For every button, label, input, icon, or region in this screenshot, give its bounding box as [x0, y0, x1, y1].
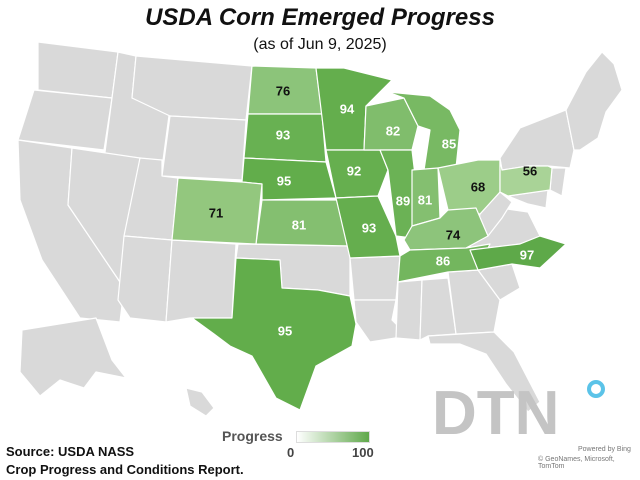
state-ar [349, 255, 401, 301]
dtn-logo-text: DTN [432, 379, 559, 442]
state-ak [19, 317, 127, 397]
value-label-mn: 94 [340, 101, 355, 116]
state-wy [161, 115, 247, 181]
source-line-1: Source: USDA NASS [6, 444, 135, 459]
source-line-2: Crop Progress and Conditions Report. [6, 462, 244, 477]
state-nc [469, 235, 567, 271]
value-label-mo: 93 [362, 220, 376, 235]
legend-min-label: 0 [287, 445, 295, 460]
legend-max-label: 100 [352, 445, 374, 460]
credit-attribution: © GeoNames, Microsoft, TomTom [538, 456, 615, 470]
legend-title: Progress [222, 428, 283, 444]
value-label-ky: 74 [446, 227, 461, 242]
value-label-il: 89 [396, 193, 410, 208]
data-states [171, 65, 567, 411]
state-ms [395, 279, 423, 341]
state-tx [191, 257, 357, 411]
map-subtitle: (as of Jun 9, 2025) [253, 36, 387, 53]
state-nm [165, 239, 237, 323]
state-or [17, 89, 113, 151]
state-fl [427, 331, 541, 413]
no-data-states [17, 41, 623, 417]
dtn-logo-dot-icon [587, 380, 605, 398]
state-ny [499, 109, 575, 171]
value-label-ks: 81 [292, 217, 306, 232]
value-label-ia: 92 [347, 163, 361, 178]
state-pa [499, 159, 553, 197]
state-mo [335, 195, 401, 259]
value-label-tn: 86 [436, 253, 450, 268]
dtn-logo: DTN [432, 379, 605, 442]
value-label-sd: 93 [276, 127, 290, 142]
state-co [171, 177, 263, 245]
map-title: USDA Corn Emerged Progress [145, 4, 495, 31]
state-value-labels: 76 93 95 81 71 95 94 92 93 82 89 85 81 6… [209, 83, 537, 338]
value-label-nc: 97 [520, 247, 534, 262]
value-label-in: 81 [418, 192, 432, 207]
credit-powered-by: Powered by Bing [578, 446, 631, 453]
value-label-wi: 82 [386, 123, 400, 138]
value-label-co: 71 [209, 205, 223, 220]
legend-gradient-bar [296, 431, 370, 443]
value-label-pa: 56 [523, 163, 537, 178]
state-hi [185, 387, 215, 417]
value-label-mi: 85 [442, 136, 456, 151]
value-label-tx: 95 [278, 323, 292, 338]
value-label-nd: 76 [276, 83, 290, 98]
value-label-oh: 68 [471, 179, 485, 194]
state-nj [549, 167, 567, 197]
state-az [117, 235, 173, 323]
value-label-ne: 95 [277, 173, 291, 188]
state-new-england [565, 51, 623, 151]
